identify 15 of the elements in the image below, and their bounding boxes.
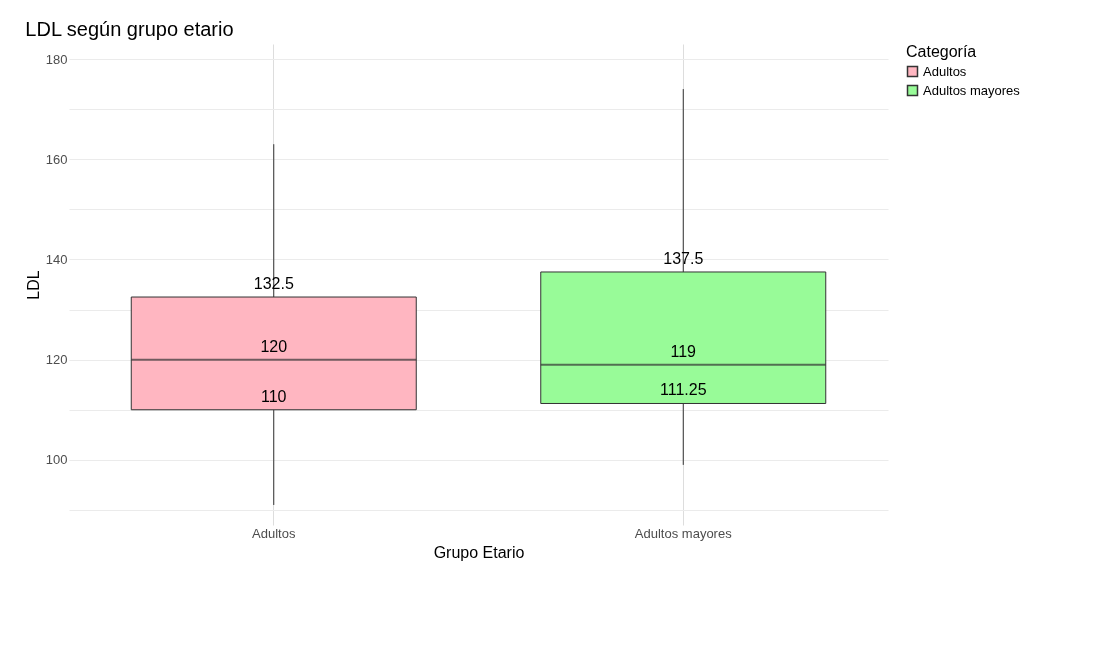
annotation: 110 <box>260 387 287 405</box>
chart-title: LDL según grupo etario <box>25 18 234 40</box>
annotation: 120 <box>260 337 288 355</box>
y-axis-title: LDL <box>24 270 42 300</box>
y-tick-label: 100 <box>45 452 68 468</box>
y-tick-label: 140 <box>45 251 68 267</box>
annotation: 111.25 <box>659 381 707 399</box>
y-tick-label: 180 <box>45 51 68 67</box>
annotation: 119 <box>670 342 697 360</box>
x-axis-title: Grupo Etario <box>433 543 525 561</box>
y-tick-label: 160 <box>45 151 68 167</box>
legend-label: Adultos mayores <box>923 82 1021 98</box>
legend-label: Adultos <box>923 63 967 79</box>
legend-title: Categoría <box>906 43 977 60</box>
y-tick-label: 120 <box>45 352 68 368</box>
